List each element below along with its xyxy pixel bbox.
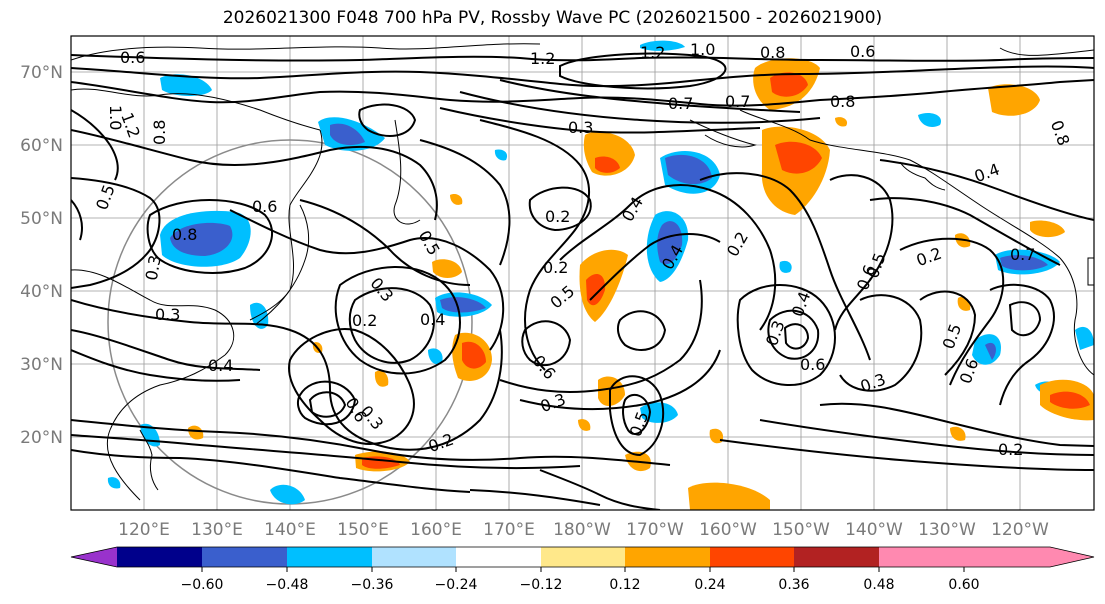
colorbar: −0.60 −0.48 −0.36 −0.24 −0.12 0.12 0.24 … <box>70 546 1095 593</box>
colorbar-tick-label: 0.36 <box>778 577 809 593</box>
lat-label: 20°N <box>20 428 63 448</box>
colorbar-segment <box>879 547 964 567</box>
plot-title: 2026021300 F048 700 hPa PV, Rossby Wave … <box>222 8 883 28</box>
colorbar-tick-label: −0.48 <box>266 577 309 593</box>
contour-label: 0.6 <box>850 42 875 61</box>
positive-anomaly-shading <box>188 58 1094 510</box>
contour-label: 0.8 <box>150 120 169 145</box>
pv-contours <box>71 52 1094 510</box>
lon-label: 160°E <box>410 520 462 540</box>
colorbar-tick-label: 0.48 <box>863 577 894 593</box>
colorbar-segment <box>456 547 541 567</box>
lat-label: 60°N <box>20 136 63 156</box>
lon-label: 150°E <box>337 520 389 540</box>
contour-label: 0.7 <box>725 92 750 111</box>
colorbar-tick-label: 0.12 <box>609 577 640 593</box>
colorbar-segment <box>541 547 625 567</box>
lon-label: 160°W <box>699 520 757 540</box>
colorbar-tick-label: 0.60 <box>948 577 979 593</box>
contour-label: 0.8 <box>760 43 785 62</box>
colorbar-tick-label: 0.24 <box>694 577 725 593</box>
contour-label: 1.2 <box>640 43 665 62</box>
contour-label: 0.8 <box>172 225 197 244</box>
longitude-labels: 120°E 130°E 140°E 150°E 160°E 170°E 180°… <box>118 520 1049 540</box>
colorbar-segment <box>794 547 879 567</box>
lon-label: 180°W <box>553 520 611 540</box>
contour-label: 1.2 <box>530 49 555 68</box>
contour-label: 0.3 <box>142 254 165 282</box>
lon-label: 140°W <box>845 520 903 540</box>
colorbar-tick-label: −0.36 <box>351 577 394 593</box>
colorbar-segment <box>710 547 794 567</box>
lon-label: 120°W <box>991 520 1049 540</box>
colorbar-segment <box>372 547 456 567</box>
lon-label: 150°W <box>772 520 830 540</box>
lat-label: 40°N <box>20 282 63 302</box>
contour-label: 0.8 <box>830 92 855 111</box>
lon-label: 170°W <box>626 520 684 540</box>
latitude-labels: 70°N 60°N 50°N 40°N 30°N 20°N <box>20 63 63 448</box>
colorbar-segment <box>117 547 202 567</box>
lon-label: 130°W <box>918 520 976 540</box>
contour-label: 0.6 <box>120 48 145 67</box>
colorbar-segment <box>202 547 287 567</box>
lat-label: 30°N <box>20 355 63 375</box>
contour-label: 0.3 <box>155 305 180 324</box>
colorbar-under-triangle <box>71 547 117 567</box>
colorbar-tick-label: −0.12 <box>520 577 563 593</box>
map-frame <box>70 35 1095 511</box>
lon-label: 170°E <box>483 520 535 540</box>
colorbar-segment <box>287 547 372 567</box>
contour-label: 0.2 <box>998 440 1023 459</box>
lat-label: 70°N <box>20 63 63 83</box>
colorbar-tick-label: −0.60 <box>181 577 224 593</box>
contour-label: 0.3 <box>568 118 593 137</box>
colorbar-over-triangle <box>964 547 1094 567</box>
contour-label: 0.2 <box>545 207 570 226</box>
contour-label: 0.2 <box>352 311 377 330</box>
contour-label: 0.2 <box>543 258 568 277</box>
lat-label: 50°N <box>20 209 63 229</box>
colorbar-tick-label: −0.24 <box>435 577 478 593</box>
contour-label: 0.7 <box>1010 245 1035 264</box>
lon-label: 120°E <box>118 520 170 540</box>
coastlines <box>71 43 1094 501</box>
contour-label: 0.7 <box>668 94 693 113</box>
contour-label: 0.4 <box>208 356 233 375</box>
contour-label: 0.6 <box>252 197 277 216</box>
colorbar-segment <box>625 547 710 567</box>
contour-label: 0.4 <box>420 310 445 329</box>
lon-label: 130°E <box>191 520 243 540</box>
contour-label: 1.0 <box>690 40 715 59</box>
negative-anomaly-shading <box>107 40 1094 505</box>
contour-label: 1.0 <box>106 105 125 130</box>
contour-label: 0.6 <box>800 355 825 374</box>
lon-label: 140°E <box>264 520 316 540</box>
